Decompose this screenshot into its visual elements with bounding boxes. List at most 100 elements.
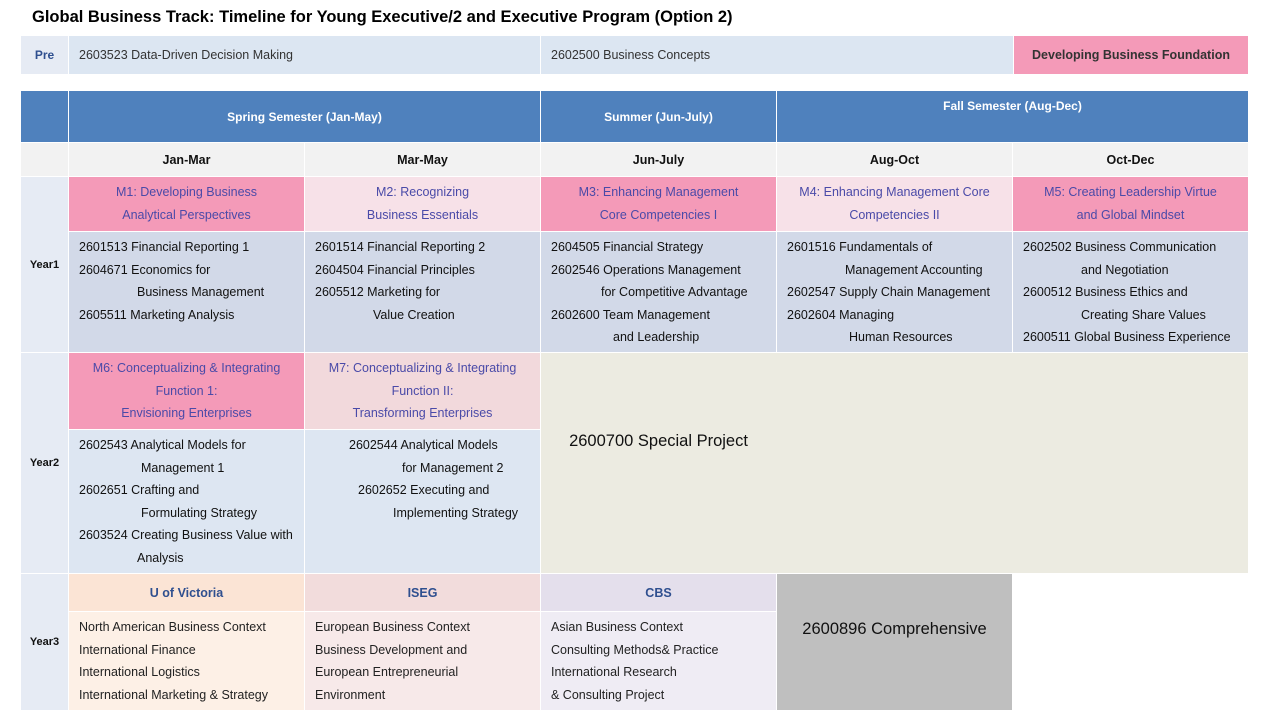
module-m5-line: M5: Creating Leadership Virtue	[1044, 185, 1217, 199]
pre-course-2-text: 2602500 Business Concepts	[551, 48, 711, 62]
course-line: 2600511 Global Business Experience	[1023, 330, 1231, 344]
course-line: 2601516 Fundamentals of	[787, 240, 933, 254]
module-m2-line: M2: Recognizing	[375, 185, 470, 199]
year1-courses-mar-may: 2601514 Financial Reporting 2 2604504 Fi…	[305, 232, 540, 352]
year2-courses-mar-may: 2602544 Analytical Models for Management…	[305, 430, 540, 573]
year1-courses-oct-dec: 2602502 Business Communication and Negot…	[1013, 232, 1248, 352]
module-m5-line: and Global Mindset	[1076, 207, 1185, 222]
course-line: International Finance	[79, 642, 196, 657]
course-line: 2602544 Analytical Models	[349, 438, 498, 452]
semester-fall: Fall Semester (Aug-Dec)	[777, 91, 1248, 142]
course-line: Formulating Strategy	[141, 505, 258, 520]
school-u-victoria-text: U of Victoria	[149, 585, 224, 600]
course-line: and Negotiation	[1081, 262, 1169, 277]
course-line: International Marketing & Strategy	[79, 687, 268, 702]
course-line: Management 1	[141, 460, 225, 475]
module-m7-line: Transforming Enterprises	[352, 406, 493, 420]
school-u-victoria: U of Victoria	[69, 574, 304, 611]
module-m4-line: M4: Enhancing Management Core	[799, 185, 990, 199]
period-oct-dec: Oct-Dec	[1013, 143, 1248, 176]
module-m7-line: Function II:	[391, 383, 454, 398]
period-corner	[21, 143, 68, 176]
year1-courses-jun-july: 2604505 Financial Strategy 2602546 Opera…	[541, 232, 776, 352]
course-line: Creating Share Values	[1081, 307, 1206, 322]
course-line: for Management 2	[402, 460, 504, 475]
year2-label: Year2	[21, 353, 68, 573]
module-m3-line: Core Competencies I	[599, 207, 718, 222]
course-line: 2604671 Economics for	[79, 262, 211, 277]
year1-label-text: Year1	[29, 258, 60, 271]
module-m6: M6: Conceptualizing & Integrating Functi…	[69, 353, 304, 429]
course-line: 2602651 Crafting and	[79, 483, 200, 497]
school-cbs: CBS	[541, 574, 776, 611]
special-project-block	[541, 353, 1248, 573]
pre-label: Pre	[21, 36, 68, 74]
course-line: 2602546 Operations Management	[551, 262, 741, 277]
pre-label-text: Pre	[34, 48, 55, 62]
course-line: European Entrepreneurial	[315, 665, 459, 679]
period-jan-mar: Jan-Mar	[69, 143, 304, 176]
year1-courses-aug-oct: 2601516 Fundamentals of Management Accou…	[777, 232, 1012, 352]
course-line: Business Development and	[315, 642, 468, 657]
course-line: Implementing Strategy	[393, 505, 519, 520]
course-line: for Competitive Advantage	[601, 285, 748, 299]
course-line: Value Creation	[373, 307, 455, 322]
semester-spring: Spring Semester (Jan-May)	[69, 91, 540, 142]
module-m2-line: Business Essentials	[366, 207, 479, 222]
year3-courses-iseg: European Business Context Business Devel…	[305, 612, 540, 710]
course-line: 2605511 Marketing Analysis	[79, 307, 235, 322]
period-aug-oct: Aug-Oct	[777, 143, 1012, 176]
year2-label-text: Year2	[29, 457, 60, 469]
course-line: 2605512 Marketing for	[315, 285, 441, 299]
course-line: & Consulting Project	[551, 687, 665, 702]
pre-course-1-text: 2603523 Data-Driven Decision Making	[79, 48, 294, 62]
period-mar-may: Mar-May	[305, 143, 540, 176]
pre-course-2: 2602500 Business Concepts	[541, 36, 1013, 74]
module-m1-line: Analytical Perspectives	[122, 207, 251, 222]
course-line: 2602547 Supply Chain Management	[787, 285, 990, 299]
course-line: Analysis	[137, 550, 184, 565]
course-line: International Research	[551, 665, 677, 679]
semester-fall-text: Fall Semester (Aug-Dec)	[943, 99, 1082, 113]
module-m2: M2: Recognizing Business Essentials	[305, 177, 540, 231]
course-line: North American Business Context	[79, 620, 266, 634]
year2-courses-jan-mar: 2602543 Analytical Models for Management…	[69, 430, 304, 573]
course-line: 2603524 Creating Business Value with	[79, 528, 293, 542]
semester-spring-text: Spring Semester (Jan-May)	[227, 109, 382, 124]
course-line: 2604504 Financial Principles	[315, 262, 475, 277]
school-cbs-text: CBS	[645, 585, 672, 600]
year1-label: Year1	[21, 177, 68, 352]
course-line: 2602600 Team Management	[551, 307, 710, 322]
year3-label: Year3	[21, 574, 68, 710]
school-iseg: ISEG	[305, 574, 540, 611]
semester-summer-text: Summer (Jun-July)	[604, 109, 713, 124]
period-mar-may-text: Mar-May	[397, 152, 448, 167]
school-iseg-text: ISEG	[407, 585, 438, 600]
course-line: Environment	[315, 687, 386, 702]
module-m6-line: Function 1:	[155, 383, 218, 398]
period-jun-july: Jun-July	[541, 143, 776, 176]
course-line: International Logistics	[79, 665, 200, 679]
module-m4-line: Competencies II	[849, 207, 940, 222]
course-line: 2600512 Business Ethics and	[1023, 285, 1188, 299]
module-m6-line: Envisioning Enterprises	[121, 406, 252, 420]
module-m3-line: M3: Enhancing Management	[578, 185, 739, 199]
page-title: Global Business Track: Timeline for Youn…	[32, 8, 733, 26]
course-line: Asian Business Context	[551, 620, 684, 634]
module-m3: M3: Enhancing Management Core Competenci…	[541, 177, 776, 231]
module-m5: M5: Creating Leadership Virtue and Globa…	[1013, 177, 1248, 231]
foundation-text: Developing Business Foundation	[1032, 48, 1230, 62]
course-line: Human Resources	[849, 330, 953, 344]
course-line: 2602604 Managing	[787, 307, 895, 322]
year3-courses-u-victoria: North American Business Context Internat…	[69, 612, 304, 710]
module-m7: M7: Conceptualizing & Integrating Functi…	[305, 353, 540, 429]
period-oct-dec-text: Oct-Dec	[1106, 152, 1155, 167]
comprehensive-block: 2600896 Comprehensive	[777, 574, 1012, 710]
period-aug-oct-text: Aug-Oct	[869, 152, 920, 167]
course-line: 2602502 Business Communication	[1023, 240, 1217, 254]
course-line: 2604505 Financial Strategy	[551, 240, 704, 254]
period-jan-mar-text: Jan-Mar	[162, 152, 211, 167]
special-project: 2600700 Special Project	[569, 432, 748, 450]
pre-course-1: 2603523 Data-Driven Decision Making	[69, 36, 540, 74]
course-line: and Leadership	[613, 330, 700, 344]
